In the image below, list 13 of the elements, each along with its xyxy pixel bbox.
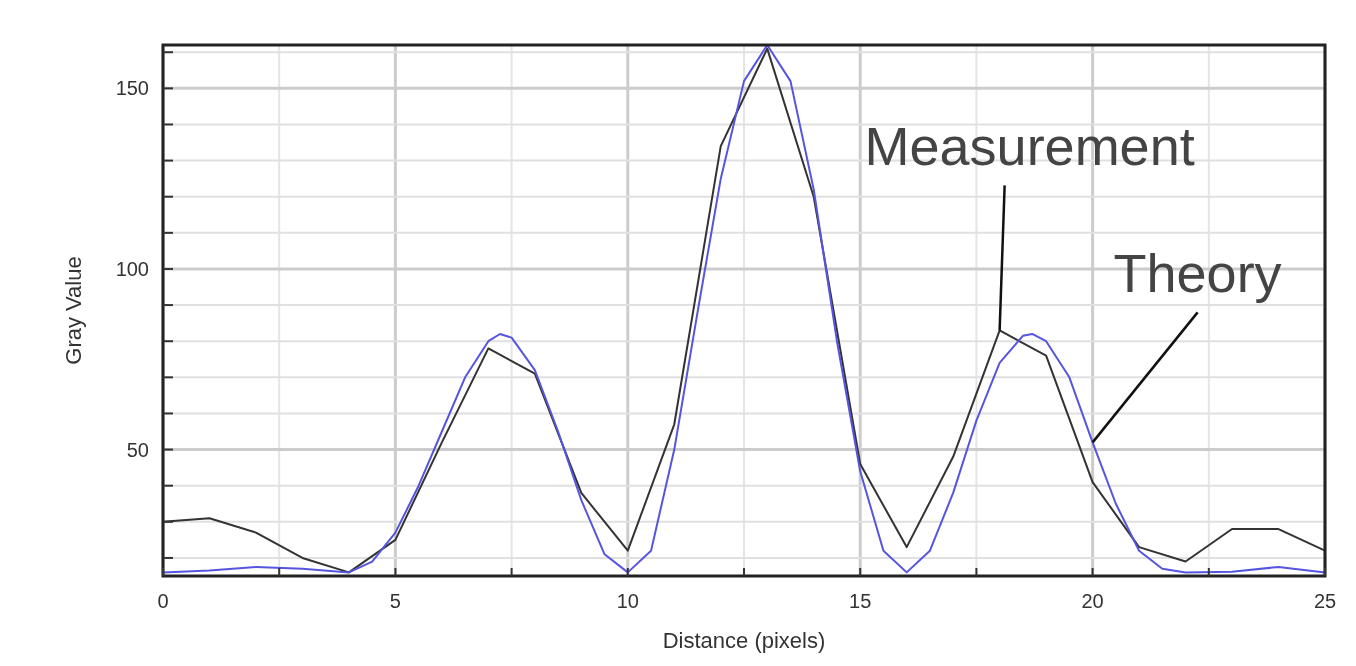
x-tick-label: 0 xyxy=(157,590,169,612)
y-axis-title: Gray Value xyxy=(61,256,86,365)
x-tick-label: 20 xyxy=(1081,590,1104,612)
x-tick-label: 15 xyxy=(849,590,872,612)
annotation: Measurement xyxy=(864,116,1195,177)
x-axis-title: Distance (pixels) xyxy=(662,628,826,653)
y-tick-label: 50 xyxy=(126,438,149,461)
y-tick-label: 100 xyxy=(115,257,149,280)
x-tick-label: 25 xyxy=(1313,590,1337,612)
y-tick-label: 150 xyxy=(115,77,149,100)
annotation: Theory xyxy=(1113,243,1282,304)
x-tick-label: 5 xyxy=(389,590,401,612)
x-tick-label: 10 xyxy=(616,590,639,612)
